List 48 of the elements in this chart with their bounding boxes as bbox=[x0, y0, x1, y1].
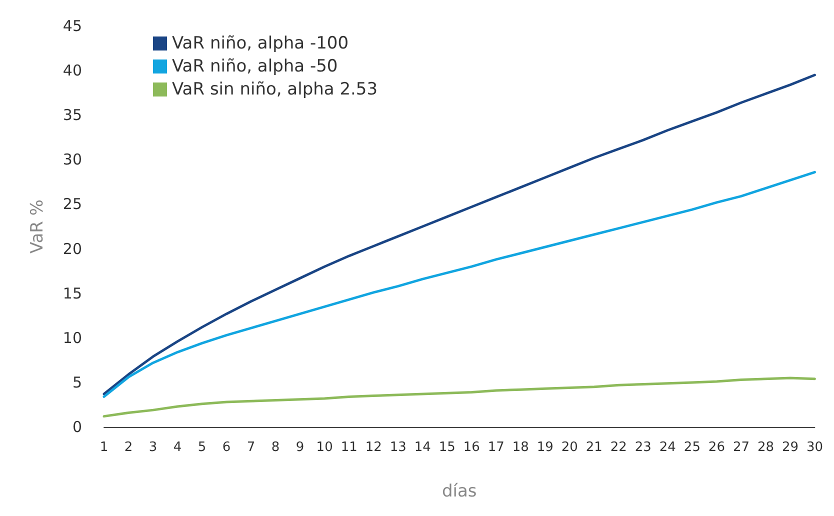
x-tick-label: 23 bbox=[634, 440, 652, 455]
line-series bbox=[102, 170, 816, 398]
legend-label: VaR niño, alpha -100 bbox=[172, 34, 349, 54]
line-series bbox=[102, 376, 816, 418]
x-tick-label: 5 bbox=[198, 440, 206, 455]
x-tick-label: 13 bbox=[390, 440, 406, 455]
x-tick-label: 29 bbox=[782, 440, 798, 455]
x-tick-label: 21 bbox=[586, 440, 602, 455]
x-tick-label: 27 bbox=[732, 440, 750, 455]
line-series bbox=[102, 74, 816, 396]
x-tick-label: 26 bbox=[708, 440, 725, 455]
x-tick-label: 24 bbox=[659, 440, 676, 455]
x-tick-label: 8 bbox=[271, 440, 280, 455]
x-tick-label: 22 bbox=[610, 440, 627, 455]
x-tick-label: 4 bbox=[173, 440, 182, 455]
y-tick-label: 25 bbox=[62, 195, 82, 214]
legend-label: VaR sin niño, alpha 2.53 bbox=[172, 80, 378, 100]
y-tick-label: 10 bbox=[62, 328, 82, 347]
x-tick-label: 16 bbox=[463, 440, 480, 455]
x-tick-label: 6 bbox=[222, 440, 231, 455]
x-tick-label: 11 bbox=[340, 440, 358, 455]
y-tick-label: 5 bbox=[72, 373, 82, 392]
x-tick-label: 2 bbox=[124, 440, 133, 455]
x-tick-label: 19 bbox=[536, 440, 554, 455]
x-tick-label: 7 bbox=[246, 440, 256, 455]
y-tick-label: 0 bbox=[72, 418, 82, 436]
x-axis-title: días bbox=[442, 482, 477, 502]
x-tick-label: 25 bbox=[684, 440, 700, 455]
y-tick-label: 40 bbox=[62, 62, 82, 80]
y-tick-label: 15 bbox=[62, 284, 82, 302]
y-tick-label: 45 bbox=[62, 17, 82, 35]
y-axis-title: VaR % bbox=[28, 199, 48, 254]
y-tick-label: 30 bbox=[62, 150, 82, 169]
x-tick-label: 20 bbox=[561, 440, 578, 455]
y-tick-label: 20 bbox=[62, 240, 82, 258]
x-tick-label: 3 bbox=[148, 440, 158, 455]
x-tick-label: 30 bbox=[806, 440, 823, 455]
x-tick-label: 9 bbox=[296, 440, 304, 455]
x-tick-label: 12 bbox=[365, 440, 382, 455]
x-tick-label: 10 bbox=[316, 440, 333, 455]
x-tick-label: 14 bbox=[414, 440, 431, 455]
x-tick-label: 1 bbox=[100, 440, 108, 455]
x-tick-label: 17 bbox=[488, 440, 504, 455]
x-tick-label: 28 bbox=[757, 440, 774, 455]
y-tick-label: 35 bbox=[62, 106, 82, 124]
x-tick-label: 18 bbox=[512, 440, 529, 455]
legend-label: VaR niño, alpha -50 bbox=[172, 56, 338, 76]
x-tick-label: 15 bbox=[438, 440, 456, 455]
